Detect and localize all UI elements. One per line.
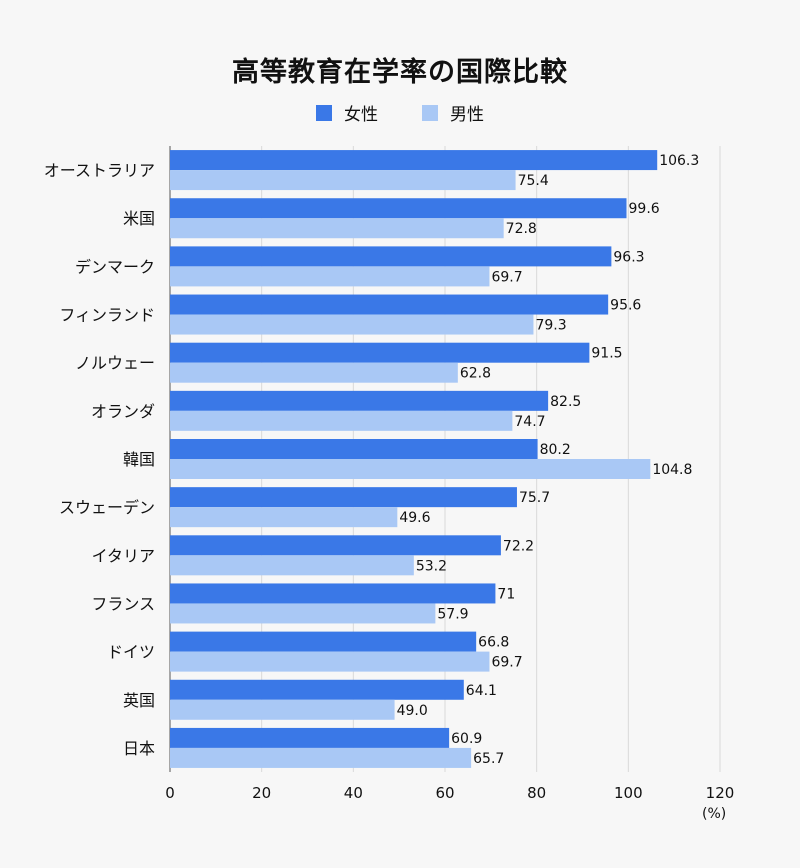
value-label-male: 74.7 <box>514 414 545 430</box>
bar-female <box>170 487 517 508</box>
category-label: 日本 <box>123 739 155 758</box>
value-label-female: 106.3 <box>659 153 699 169</box>
x-tick-label-120: 120 <box>706 784 735 802</box>
value-label-male: 72.8 <box>506 221 537 237</box>
legend-item-male: 男性 <box>422 100 484 125</box>
bar-female <box>170 679 464 700</box>
bar-male <box>170 410 513 431</box>
value-label-male: 53.2 <box>416 558 447 574</box>
bar-female <box>170 246 612 267</box>
bar-male <box>170 266 490 287</box>
category-label: オランダ <box>91 402 155 421</box>
x-tick-label-0: 0 <box>165 784 175 802</box>
bar-female <box>170 631 477 652</box>
bar-male <box>170 651 490 672</box>
category-label: スウェーデン <box>59 498 155 517</box>
value-label-female: 72.2 <box>503 538 534 554</box>
value-label-female: 95.6 <box>610 298 641 314</box>
bar-male <box>170 170 516 191</box>
bar-female <box>170 342 590 363</box>
legend-label-male: 男性 <box>450 105 484 125</box>
bar-male <box>170 555 414 576</box>
value-label-male: 69.7 <box>491 655 522 671</box>
legend-swatch-female <box>316 104 332 121</box>
bar-female <box>170 583 496 604</box>
value-label-male: 104.8 <box>652 462 692 478</box>
value-label-female: 64.1 <box>466 683 497 699</box>
bar-male <box>170 507 398 528</box>
value-label-male: 57.9 <box>437 606 468 622</box>
value-label-female: 96.3 <box>613 249 644 265</box>
legend-item-female: 女性 <box>316 100 378 125</box>
value-label-female: 66.8 <box>478 635 509 651</box>
bar-male <box>170 603 436 624</box>
bar-male <box>170 699 395 720</box>
category-label: フランス <box>91 594 155 613</box>
bar-female <box>170 198 627 219</box>
x-tick-label-60: 60 <box>435 784 454 802</box>
x-tick-label-20: 20 <box>252 784 271 802</box>
category-label: ノルウェー <box>75 354 155 373</box>
value-label-female: 99.6 <box>629 201 660 217</box>
bar-male <box>170 362 458 383</box>
bar-female <box>170 727 450 748</box>
value-label-male: 65.7 <box>473 751 504 767</box>
x-tick-label-40: 40 <box>344 784 363 802</box>
legend-swatch-male <box>422 104 438 121</box>
category-label: ドイツ <box>107 643 155 662</box>
legend: 女性 男性 <box>0 100 800 125</box>
category-label: デンマーク <box>75 257 155 276</box>
value-label-female: 75.7 <box>519 490 550 506</box>
x-tick-label-80: 80 <box>527 784 546 802</box>
bar-female <box>170 294 609 315</box>
value-label-female: 80.2 <box>540 442 571 458</box>
bar-male <box>170 747 472 768</box>
value-label-female: 91.5 <box>591 346 622 362</box>
value-label-male: 75.4 <box>518 173 549 189</box>
value-label-male: 69.7 <box>491 269 522 285</box>
value-label-female: 82.5 <box>550 394 581 410</box>
bar-male <box>170 459 651 479</box>
category-label: フィンランド <box>59 306 155 325</box>
bar-female <box>170 390 549 411</box>
category-label: 韓国 <box>123 450 155 469</box>
bar-male <box>170 314 534 335</box>
value-label-female: 71 <box>497 586 515 602</box>
x-axis-unit: (%) <box>702 806 727 822</box>
bar-female <box>170 150 658 171</box>
chart-title: 高等教育在学率の国際比較 <box>232 57 568 88</box>
value-label-male: 49.6 <box>399 510 430 526</box>
value-label-male: 49.0 <box>397 703 428 719</box>
category-label: イタリア <box>92 546 155 565</box>
bar-female <box>170 439 538 459</box>
category-label: 英国 <box>123 691 155 710</box>
category-label: オーストラリア <box>44 161 155 180</box>
x-tick-label-100: 100 <box>614 784 643 802</box>
category-label: 米国 <box>123 209 155 228</box>
bar-male <box>170 218 504 239</box>
bar-female <box>170 535 501 556</box>
value-label-male: 62.8 <box>460 366 491 382</box>
value-label-male: 79.3 <box>535 318 566 334</box>
value-label-female: 60.9 <box>451 731 482 747</box>
legend-label-female: 女性 <box>344 105 378 125</box>
